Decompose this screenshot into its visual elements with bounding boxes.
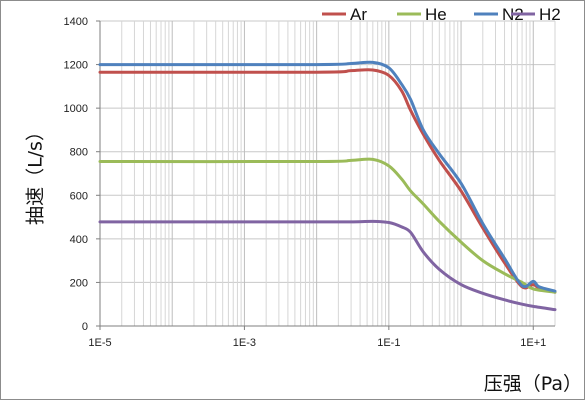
legend-label-ar: Ar bbox=[350, 5, 367, 24]
series-layer bbox=[98, 60, 557, 312]
x-tick-label: 1E-1 bbox=[377, 337, 400, 349]
y-tick-label: 1000 bbox=[64, 103, 88, 115]
y-tick-label: 400 bbox=[70, 234, 88, 246]
series-line-ar bbox=[98, 68, 557, 294]
x-tick-label: 1E-5 bbox=[88, 337, 111, 349]
legend-label-h2: H2 bbox=[539, 5, 561, 24]
x-tick-label: 1E+1 bbox=[520, 337, 546, 349]
legend: Ar He N2 H2 bbox=[322, 5, 561, 24]
x-axis-title: 压强（Pa） bbox=[484, 373, 582, 395]
series-line-h2 bbox=[98, 219, 557, 312]
x-tick-label: 1E-3 bbox=[233, 337, 256, 349]
series-line-he bbox=[98, 157, 557, 294]
y-axis-title: 抽速（L/s） bbox=[25, 122, 47, 225]
y-tick-label: 600 bbox=[70, 190, 88, 202]
axis-layer: 0 200 400 600 800 1000 1200 1400 1E-5 1E-3 1E-1 1E+… bbox=[64, 16, 555, 349]
y-tick-label: 1400 bbox=[64, 16, 88, 28]
series-line-n2 bbox=[98, 60, 557, 293]
y-tick-label: 1200 bbox=[64, 60, 88, 72]
y-tick-label: 200 bbox=[70, 277, 88, 289]
y-tick-label: 0 bbox=[82, 321, 88, 333]
legend-label-he: He bbox=[425, 5, 447, 24]
y-tick-label: 800 bbox=[70, 147, 88, 159]
